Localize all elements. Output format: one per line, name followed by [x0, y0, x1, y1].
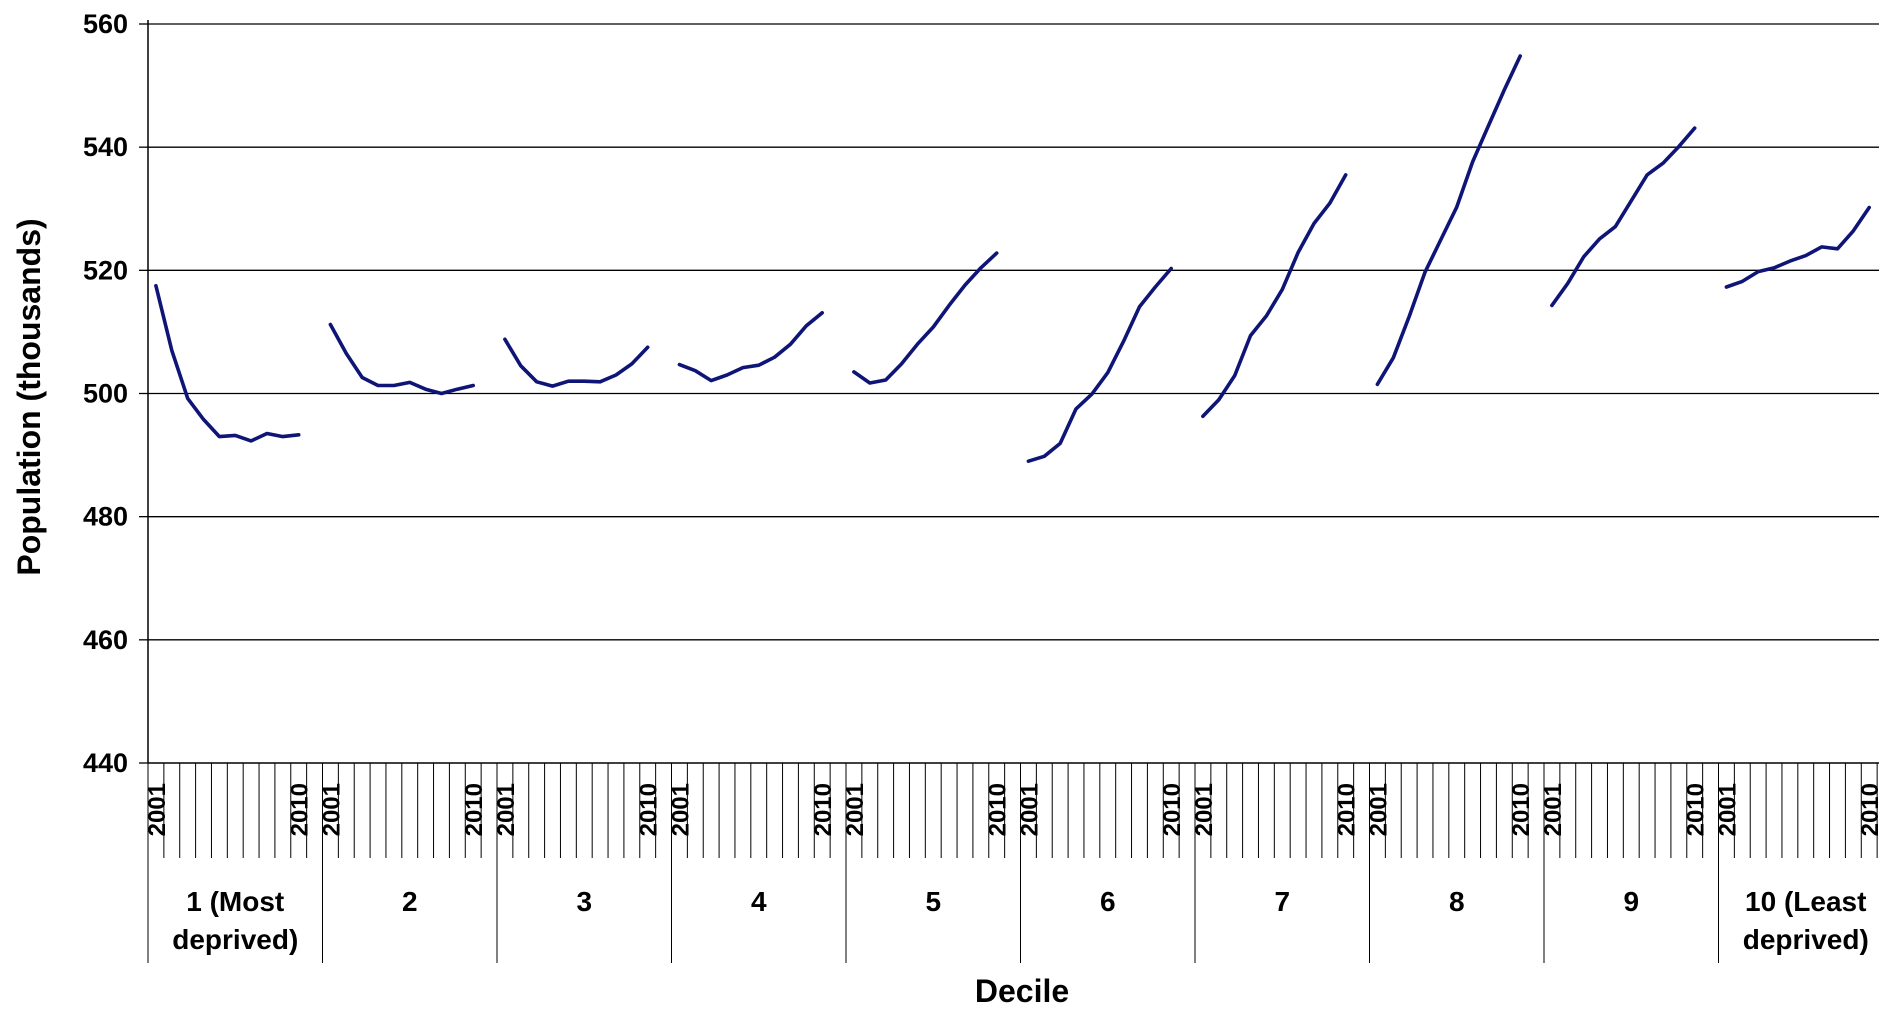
x-tick-label: 2001 — [1191, 783, 1218, 836]
x-axis-title: Decile — [975, 973, 1069, 1009]
series-line-decile-2 — [328, 322, 476, 396]
y-tick-label: 460 — [83, 625, 128, 655]
axes — [139, 20, 1879, 963]
series-line-decile-10 — [1724, 205, 1871, 289]
y-tick-label: 480 — [83, 502, 128, 532]
y-axis-title: Population (thousands) — [11, 218, 47, 575]
x-tick-label: 2001 — [1714, 783, 1741, 836]
series-line-decile-8 — [1375, 54, 1522, 387]
group-label: deprived) — [172, 924, 298, 955]
group-label: 2 — [402, 886, 418, 917]
x-tick-label: 2010 — [636, 783, 663, 836]
x-tick-label: 2001 — [493, 783, 520, 836]
group-label: 1 (Most — [186, 886, 284, 917]
x-tick-label: 2001 — [144, 783, 171, 836]
x-tick-label: 2001 — [842, 783, 869, 836]
group-label: 5 — [925, 886, 941, 917]
group-label: 9 — [1623, 886, 1639, 917]
y-tick-label: 540 — [83, 132, 128, 162]
series-line-decile-3 — [503, 337, 650, 388]
x-tick-label: 2010 — [287, 783, 314, 836]
group-label: 7 — [1274, 886, 1290, 917]
series-line-decile-4 — [677, 310, 825, 383]
x-tick-label: 2010 — [1857, 783, 1879, 836]
group-label: deprived) — [1743, 924, 1869, 955]
y-tick-label: 440 — [83, 748, 128, 778]
group-label: 10 (Least — [1745, 886, 1866, 917]
x-tick-label: 2010 — [1508, 783, 1535, 836]
series-lines — [154, 54, 1871, 464]
y-tick-label: 500 — [83, 379, 128, 409]
x-tick-label: 2010 — [1334, 783, 1361, 836]
series-line-decile-9 — [1550, 126, 1697, 308]
x-tick-label: 2001 — [1016, 783, 1043, 836]
x-tick-label: 2010 — [810, 783, 837, 836]
series-line-decile-5 — [852, 251, 999, 385]
series-line-decile-1 — [154, 283, 301, 443]
y-tick-label: 520 — [83, 255, 128, 285]
x-tick-label: 2001 — [1540, 783, 1567, 836]
group-label: 8 — [1449, 886, 1465, 917]
group-label: 4 — [751, 886, 767, 917]
x-tick-label: 2001 — [318, 783, 345, 836]
y-tick-label: 560 — [83, 9, 128, 39]
x-tick-label: 2001 — [667, 783, 694, 836]
group-label: 3 — [576, 886, 592, 917]
x-tick-label: 2010 — [1683, 783, 1710, 836]
x-tick-label: 2010 — [1159, 783, 1186, 836]
x-tick-label: 2001 — [1365, 783, 1392, 836]
group-label: 6 — [1100, 886, 1116, 917]
x-tick-label: 2010 — [461, 783, 488, 836]
x-tick-label: 2010 — [985, 783, 1012, 836]
series-line-decile-6 — [1026, 266, 1173, 464]
series-line-decile-7 — [1201, 173, 1348, 419]
gridlines — [148, 23, 1879, 641]
